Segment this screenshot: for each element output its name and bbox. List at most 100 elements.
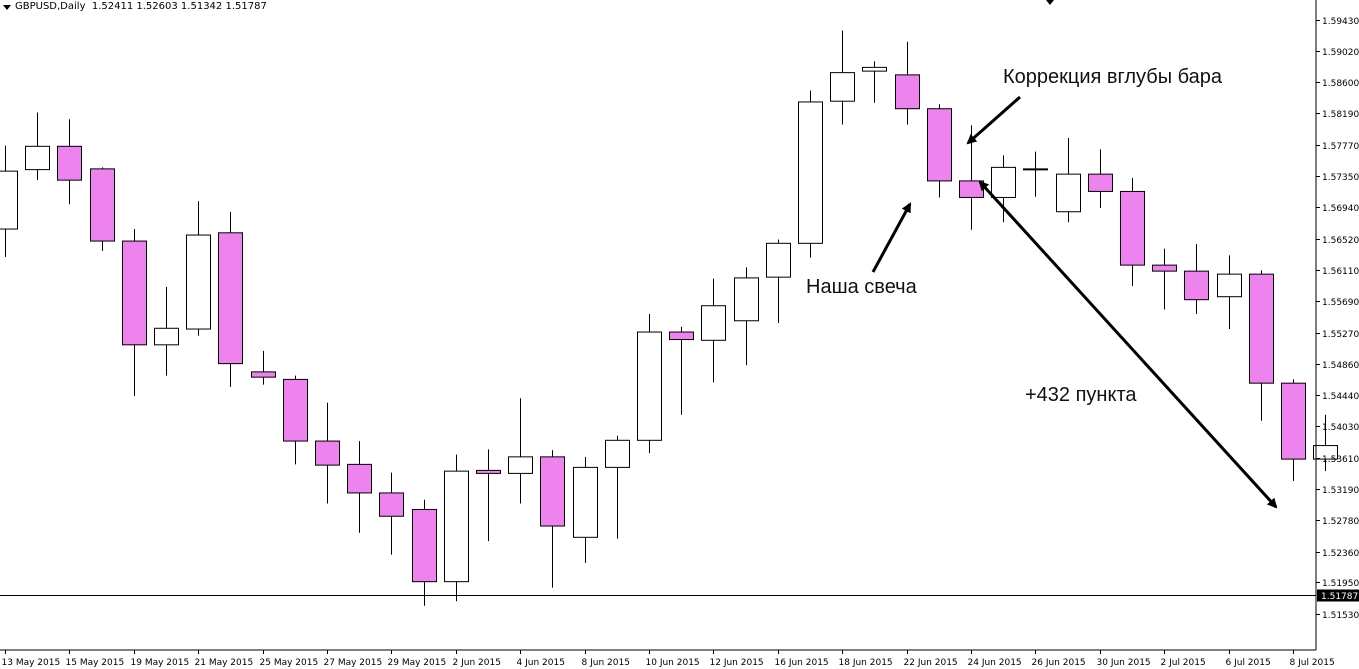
- chart-menu-icon[interactable]: [3, 5, 11, 10]
- y-tick-label: 1.51530: [1322, 611, 1359, 621]
- bearish-candle-body: [218, 232, 243, 365]
- candle: [927, 104, 952, 198]
- candle: [1023, 151, 1048, 197]
- candles-layer: [0, 30, 1338, 606]
- candle: [57, 119, 82, 205]
- candle: [1120, 177, 1145, 287]
- candle: [186, 201, 211, 336]
- candle: [637, 313, 662, 454]
- x-tick-label: 4 Jun 2015: [517, 658, 565, 668]
- bearish-candle-body: [669, 331, 694, 341]
- bullish-candle-body: [1056, 173, 1081, 213]
- x-tick-label: 2 Jul 2015: [1161, 658, 1206, 668]
- bearish-candle-body: [251, 371, 276, 378]
- time-axis-layer: 13 May 2015 15 May 2015 19 May 2015 21 May …: [2, 650, 1335, 668]
- y-tick-label: 1.56940: [1322, 204, 1359, 214]
- bearish-candle-body: [412, 508, 437, 583]
- annotation-arrows-layer: [871, 95, 1278, 509]
- candle: [0, 145, 18, 257]
- candle: [315, 402, 340, 504]
- candle: [379, 472, 404, 555]
- bearish-candle-body: [379, 492, 404, 517]
- bullish-candle-body: [991, 166, 1016, 198]
- x-tick-label: 8 Jul 2015: [1290, 658, 1335, 668]
- bullish-candle-body: [798, 101, 823, 244]
- x-tick-label: 2 Jun 2015: [453, 658, 501, 668]
- bearish-candle-body: [90, 168, 115, 242]
- y-tick-label: 1.54440: [1322, 392, 1359, 402]
- x-tick-label: 26 Jun 2015: [1032, 658, 1086, 668]
- x-tick-label: 19 May 2015: [131, 658, 190, 668]
- y-tick-label: 1.54860: [1322, 361, 1359, 371]
- bearish-candle-body: [1152, 264, 1177, 272]
- bearish-candle-body: [476, 469, 501, 474]
- candle: [734, 267, 759, 366]
- y-tick-label: 1.58190: [1322, 110, 1359, 120]
- bullish-candle-body: [444, 470, 469, 583]
- bearish-candle-body: [1120, 190, 1145, 266]
- x-tick-label: 24 Jun 2015: [968, 658, 1022, 668]
- candle: [1281, 379, 1306, 481]
- x-tick-label: 18 Jun 2015: [839, 658, 893, 668]
- bullish-candle-body: [701, 305, 726, 341]
- bullish-candle-body: [1023, 168, 1048, 171]
- candle: [1249, 270, 1274, 421]
- x-tick-label: 21 May 2015: [195, 658, 254, 668]
- bearish-candle-body: [347, 463, 372, 494]
- candle: [347, 441, 372, 533]
- candle: [154, 286, 179, 376]
- x-tick-label: 12 Jun 2015: [710, 658, 764, 668]
- candle: [1152, 248, 1177, 310]
- x-tick-label: 30 Jun 2015: [1097, 658, 1151, 668]
- x-tick-label: 10 Jun 2015: [646, 658, 700, 668]
- x-tick-label: 22 Jun 2015: [904, 658, 958, 668]
- bearish-candle-body: [1281, 382, 1306, 460]
- candle: [1217, 255, 1242, 330]
- bullish-candle-body: [734, 277, 759, 322]
- bearish-candle-body: [122, 240, 147, 346]
- candle: [798, 90, 823, 258]
- bearish-candle-body: [1184, 270, 1209, 301]
- x-tick-label: 6 Jul 2015: [1226, 658, 1271, 668]
- candle: [412, 499, 437, 606]
- x-tick-label: 15 May 2015: [66, 658, 125, 668]
- bearish-candle-body: [283, 378, 308, 442]
- bullish-candle-body: [605, 439, 630, 468]
- bullish-candle-body: [573, 466, 598, 538]
- correction-annotation: Коррекция вглубы бара: [1003, 66, 1223, 88]
- bullish-candle-body: [186, 234, 211, 330]
- our-candle-annotation: Наша свеча: [806, 276, 917, 298]
- bullish-candle-body: [1217, 273, 1242, 298]
- candle: [1184, 244, 1209, 314]
- candle: [573, 456, 598, 563]
- chart-header: GBPUSD,Daily 1.52411 1.52603 1.51342 1.5…: [15, 1, 267, 12]
- candle: [991, 155, 1016, 223]
- candle: [1088, 149, 1113, 208]
- candle: [218, 211, 243, 387]
- bearish-candle-body: [57, 145, 82, 181]
- candle: [605, 435, 630, 539]
- candle: [701, 278, 726, 383]
- chart-shift-marker-icon[interactable]: [1046, 0, 1054, 5]
- y-tick-label: 1.54030: [1322, 423, 1359, 433]
- bearish-candle-body: [1088, 173, 1113, 192]
- bullish-candle-body: [637, 331, 662, 441]
- y-tick-label: 1.59020: [1322, 48, 1359, 58]
- bearish-candle-body: [1249, 273, 1274, 384]
- ohlc-values: 1.52411 1.52603 1.51342 1.51787: [91, 1, 267, 12]
- bullish-candle-body: [0, 170, 18, 230]
- bullish-candle-body: [508, 456, 533, 474]
- bullish-candle-body: [154, 327, 179, 346]
- y-tick-label: 1.53190: [1322, 486, 1359, 496]
- y-tick-label: 1.57770: [1322, 142, 1359, 152]
- bullish-candle-body: [862, 66, 887, 72]
- y-tick-label: 1.57350: [1322, 173, 1359, 183]
- move-range-arrow: [978, 180, 1278, 509]
- y-tick-label: 1.53610: [1322, 455, 1359, 465]
- correction-arrow: [966, 95, 1021, 145]
- y-tick-label: 1.55690: [1322, 298, 1359, 308]
- symbol-label: GBPUSD,Daily: [15, 1, 86, 12]
- current-price-tag: [1317, 589, 1359, 602]
- bearish-candle-body: [540, 456, 565, 527]
